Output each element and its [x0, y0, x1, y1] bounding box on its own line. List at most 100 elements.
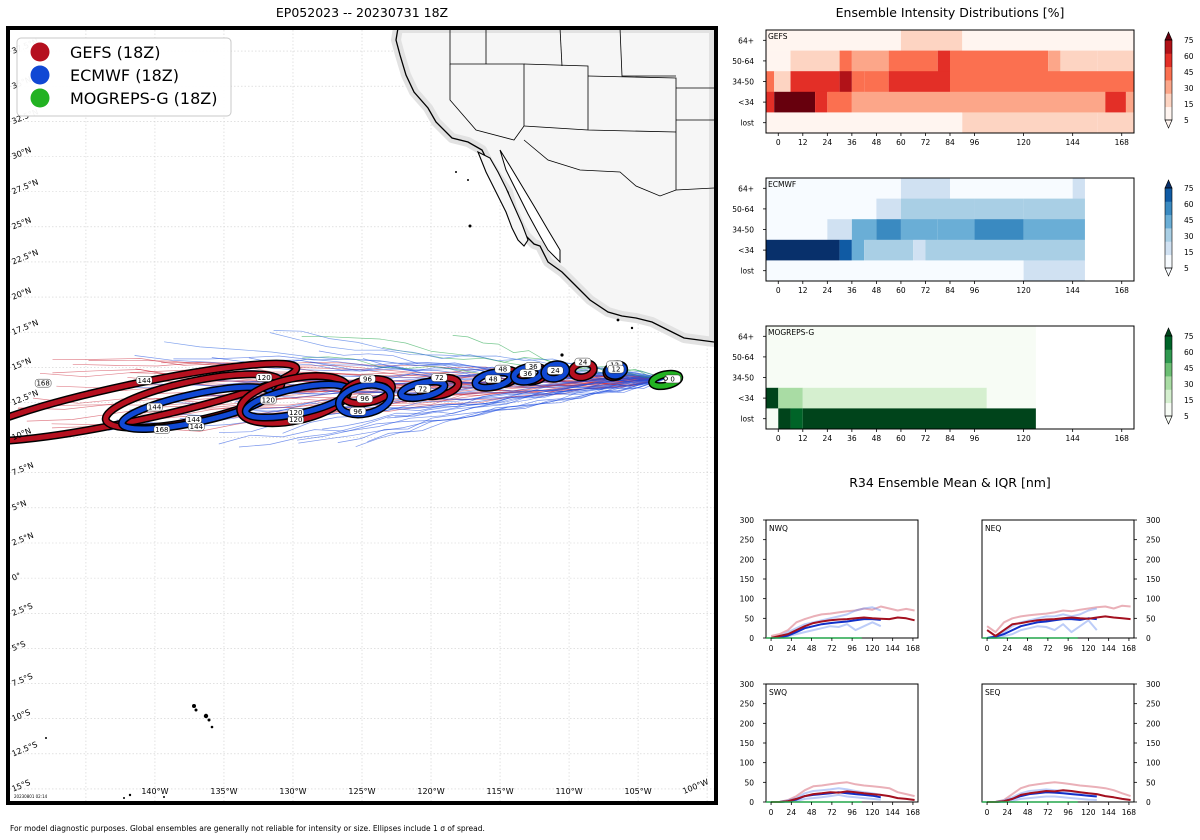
- heatmap-cell: [815, 91, 828, 113]
- x-tick-label: 84: [945, 286, 955, 295]
- colorbar-max-arrow: [1164, 179, 1173, 189]
- colorbar-segment: [1165, 53, 1172, 68]
- x-tick-label: 12: [798, 286, 808, 295]
- heatmap-cell: [962, 30, 1134, 51]
- heatmap-mogreps-g: MOGREPS-G 64+ 50-64 34-50 <34 lost 0 12 24 36 48 60…: [732, 325, 1194, 443]
- hour-label: 168: [36, 380, 49, 388]
- x-tick-label: 84: [945, 434, 955, 443]
- x-tick-label: 72: [921, 138, 931, 147]
- heatmap-cell: [778, 408, 791, 430]
- hour-label-bg: [574, 357, 592, 367]
- ecmwf-iqr-upper: [986, 607, 1098, 639]
- ensemble-track: [164, 341, 666, 379]
- hour-label: 36: [523, 370, 532, 378]
- colorbar-segment: [1165, 66, 1172, 81]
- x-tick-label: 96: [1063, 644, 1073, 653]
- gefs-iqr-upper: [986, 604, 1131, 634]
- y-tick-label: 0: [749, 798, 754, 807]
- land-baja-california: [476, 150, 529, 247]
- colorbar-segment: [1165, 201, 1172, 216]
- hour-label: 144: [187, 416, 201, 424]
- heatmap-cell: [766, 178, 901, 199]
- y-tick-label: 0: [749, 634, 754, 643]
- heatmap-cell: [950, 50, 1049, 72]
- ecmwf-mean-line: [771, 618, 881, 639]
- r34-panel-label: SEQ: [985, 688, 1000, 697]
- x-tick-label: 48: [872, 138, 882, 147]
- ensemble-track: [273, 330, 666, 379]
- x-tick-label: 24: [823, 138, 833, 147]
- legend-label: GEFS (18Z): [70, 43, 160, 62]
- x-tick-label: 0: [776, 434, 781, 443]
- r34-panel-neq: NEQ 0 50 100 150 200 250 300 0 24 48 72 96 120 144 168: [981, 516, 1161, 653]
- y-tick-label: lost: [740, 415, 754, 424]
- colorbar-frame: [1164, 187, 1173, 269]
- y-tick-label: 64+: [738, 184, 754, 193]
- colorbar-tick-label: 75: [1184, 184, 1194, 193]
- heatmap-cell: [1023, 198, 1085, 220]
- colorbar-max-arrow: [1164, 31, 1173, 41]
- hour-label: 12: [612, 366, 621, 374]
- legend-label: MOGREPS-G (18Z): [70, 89, 217, 108]
- gefs-mean-line: [770, 616, 915, 639]
- x-tick-label: 72: [921, 434, 931, 443]
- x-tick-label: 12: [798, 434, 808, 443]
- islands: [45, 171, 634, 799]
- x-tick-label: 96: [970, 434, 980, 443]
- heatmap-cell: [802, 408, 1036, 430]
- gulf-of-california: [499, 149, 561, 264]
- lon-tick-label: 110°W: [555, 787, 582, 796]
- ecmwf-iqr-upper: [770, 606, 882, 639]
- hour-label-bg: [359, 374, 376, 384]
- hour-label: 96: [360, 395, 369, 403]
- ensemble-track: [270, 332, 666, 379]
- y-tick-label: 100: [740, 595, 755, 604]
- heatmap-cell: [766, 30, 901, 51]
- heatmaps-title: Ensemble Intensity Distributions [%]: [836, 5, 1065, 20]
- heatmap-cell: [766, 326, 1036, 347]
- state-borders: [449, 30, 714, 197]
- hour-label: 0: [670, 375, 674, 383]
- timestamp-stamp: 20230801 02:14: [14, 794, 48, 799]
- x-tick-label: 120: [865, 644, 880, 653]
- hour-label-bg: [607, 364, 625, 374]
- land-north-america: [45, 30, 714, 799]
- y-tick-label: 50: [1146, 778, 1156, 787]
- hour-label-bg: [135, 376, 153, 385]
- lon-tick-label: 130°W: [279, 787, 306, 796]
- hour-label-bg: [494, 364, 512, 374]
- colorbar-segment: [1165, 254, 1172, 269]
- heatmap-cell: [1097, 112, 1134, 134]
- heatmap-cell: [827, 91, 852, 113]
- y-tick-label: 200: [1146, 555, 1161, 564]
- heatmap-cell: [774, 91, 816, 113]
- heatmap-cell: [900, 178, 950, 199]
- heatmap-cell: [1060, 50, 1098, 72]
- x-tick-label: 24: [823, 434, 833, 443]
- legend-marker: [30, 65, 50, 85]
- hour-label-bg: [34, 378, 52, 388]
- y-tick-label: 250: [740, 700, 755, 709]
- hour-label: 144: [190, 423, 204, 431]
- colorbar-max-arrow: [1164, 327, 1173, 337]
- map-title: EP052023 -- 20230731 18Z: [276, 5, 448, 20]
- colorbar-tick-label: 45: [1184, 216, 1194, 225]
- lon-tick-label: 140°W: [141, 787, 168, 796]
- ensemble-track: [322, 378, 666, 430]
- x-tick-label: 120: [1081, 644, 1096, 653]
- heatmap-cell: [827, 219, 852, 241]
- y-tick-label: 150: [740, 739, 755, 748]
- heatmap-cell: [900, 30, 950, 51]
- heatmap-cell: [876, 219, 901, 241]
- heatmap-cell: [900, 219, 938, 241]
- ensemble-track: [337, 378, 666, 443]
- x-tick-label: 36: [847, 434, 857, 443]
- x-tick-label: 96: [847, 644, 857, 653]
- x-tick-label: 36: [847, 138, 857, 147]
- y-tick-label: 150: [740, 575, 755, 584]
- hour-label: 168: [155, 426, 168, 434]
- hour-label: 36: [529, 363, 538, 371]
- map-legend: GEFS (18Z) ECMWF (18Z) MOGREPS-G (18Z): [16, 37, 232, 117]
- heatmap-cell: [888, 50, 938, 72]
- hour-label: 24: [551, 367, 560, 375]
